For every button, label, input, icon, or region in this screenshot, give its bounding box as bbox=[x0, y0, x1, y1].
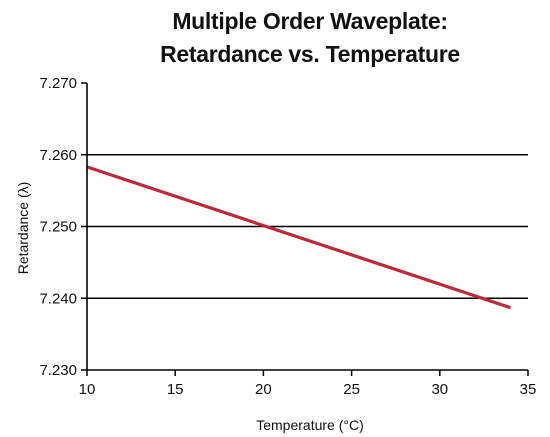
x-tick-label-3: 25 bbox=[343, 381, 360, 398]
x-tick-label-5: 35 bbox=[520, 381, 537, 398]
series-line-0 bbox=[87, 167, 510, 308]
x-tick-label-2: 20 bbox=[255, 381, 272, 398]
x-axis-label: Temperature (°C) bbox=[256, 417, 364, 433]
grid-lines bbox=[87, 155, 528, 299]
tick-labels: 7.230 7.240 7.250 7.260 7.270 10 15 20 25 30 35 bbox=[39, 75, 536, 398]
x-tick-label-1: 15 bbox=[167, 381, 184, 398]
series-layer bbox=[87, 167, 510, 308]
chart-title-line-1: Multiple Order Waveplate: bbox=[172, 8, 447, 34]
y-tick-label-3: 7.260 bbox=[39, 147, 77, 164]
y-tick-label-4: 7.270 bbox=[39, 75, 77, 92]
chart-title-line-2: Retardance vs. Temperature bbox=[160, 41, 460, 67]
y-axis-label: Retardance (λ) bbox=[15, 182, 31, 275]
x-tick-label-0: 10 bbox=[79, 381, 96, 398]
x-tick-label-4: 30 bbox=[431, 381, 448, 398]
y-tick-label-0: 7.230 bbox=[39, 362, 77, 379]
y-tick-label-2: 7.250 bbox=[39, 219, 77, 236]
y-tick-label-1: 7.240 bbox=[39, 290, 77, 307]
axes bbox=[81, 83, 528, 376]
